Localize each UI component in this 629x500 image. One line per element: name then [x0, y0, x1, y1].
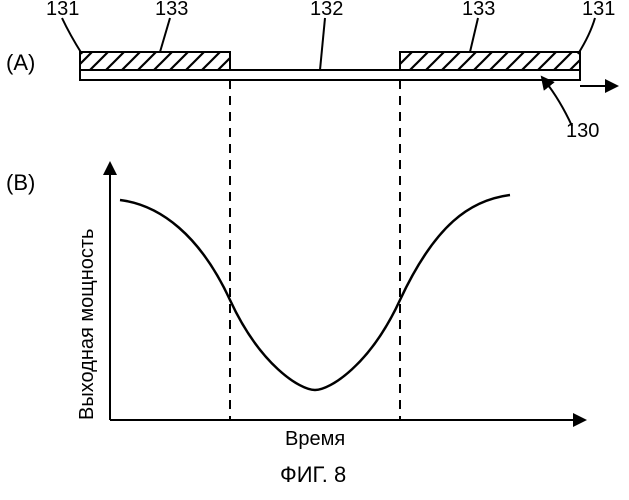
- panelB-label: (B): [6, 170, 35, 196]
- label-133-right: 133: [462, 0, 495, 21]
- panelA-label: (A): [6, 50, 35, 76]
- leader-133-left: [160, 18, 170, 52]
- leader-131-left: [62, 18, 82, 54]
- label-131-left: 131: [46, 0, 79, 21]
- x-axis-label: Время: [285, 428, 345, 451]
- label-131-right: 131: [582, 0, 615, 21]
- label-133-left: 133: [155, 0, 188, 21]
- hatched-block-left: [80, 52, 230, 70]
- figure-caption: ФИГ. 8: [280, 462, 346, 488]
- leader-133-right: [470, 18, 478, 52]
- leader-132: [320, 18, 325, 70]
- label-130: 130: [566, 120, 599, 143]
- y-axis-label: Выходная мощность: [76, 229, 99, 420]
- leader-131-right: [578, 18, 595, 54]
- power-curve: [120, 195, 510, 390]
- label-132: 132: [310, 0, 343, 21]
- substrate-strip: [80, 70, 580, 80]
- hatched-block-right: [400, 52, 580, 70]
